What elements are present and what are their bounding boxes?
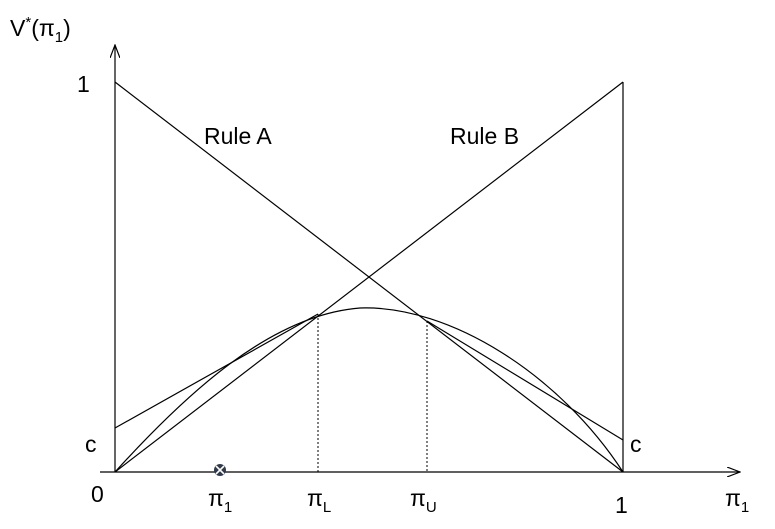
rule-b-label: Rule B	[450, 123, 519, 149]
pi-u-tick-label: πU	[410, 485, 437, 516]
c-line-left	[114, 313, 319, 429]
rule-a-label: Rule A	[204, 123, 272, 149]
y-axis-label: V*(π1)	[10, 14, 71, 46]
y-one-label: 1	[77, 71, 90, 97]
cross-marker-icon	[214, 464, 226, 476]
pi-l-tick-label: πL	[307, 485, 331, 516]
c-right-label: c	[630, 431, 642, 457]
x-axis-label: π1	[725, 485, 749, 516]
x-one-label: 1	[615, 492, 628, 518]
value-curve	[114, 307, 624, 473]
rule-b-line	[114, 81, 624, 473]
pi-1-tick-label: π1	[208, 485, 232, 516]
c-line-right	[426, 320, 624, 441]
c-left-label: c	[85, 431, 97, 457]
origin-label: 0	[91, 481, 104, 507]
